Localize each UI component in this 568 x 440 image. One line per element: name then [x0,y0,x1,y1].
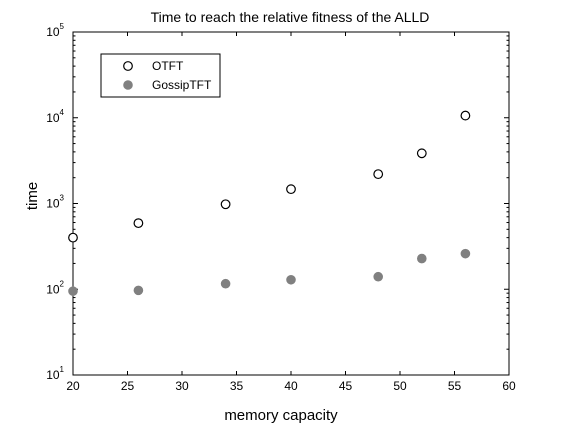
y-tick-label-base: 10 [46,111,60,125]
y-tick-label: 104 [46,108,64,125]
y-tick-label: 105 [46,22,64,39]
legend-label-gossiptft: GossipTFT [152,78,212,92]
data-point-gossiptft [417,253,427,264]
x-tick-label: 60 [502,379,516,393]
y-tick-label-base: 10 [46,282,60,296]
y-axis-title: time [24,182,41,210]
data-point-otft [286,184,296,195]
y-tick-label-exponent: 3 [60,194,65,203]
x-tick-label: 40 [284,379,298,393]
data-point-otft [416,148,427,159]
x-tick-label: 50 [393,379,407,393]
y-tick-label: 103 [46,194,64,211]
x-tick-label: 30 [175,379,189,393]
legend-marker-gossiptft [123,80,133,90]
x-axis-title: memory capacity [224,407,338,424]
legend-label-otft: OTFT [152,59,184,73]
series-gossiptft [68,248,471,296]
legend-box [100,53,221,98]
data-point-gossiptft [220,278,231,289]
chart-title: Time to reach the relative fitness of th… [151,9,430,25]
data-point-gossiptft [68,286,78,296]
y-tick-label-exponent: 4 [60,108,65,117]
y-tick-label: 101 [46,365,64,382]
y-tick-label: 102 [46,279,64,296]
legend-marker-otft [123,61,133,71]
x-tick-label: 45 [339,379,353,393]
y-tick-label-exponent: 1 [60,365,65,374]
legend: OTFT GossipTFT [100,53,221,98]
y-tick-label-base: 10 [46,25,60,39]
data-point-otft [460,110,471,121]
x-tick-label: 20 [66,379,80,393]
series-otft [68,110,471,243]
y-tick-label-base: 10 [46,197,60,211]
axis-ticks [72,31,510,376]
y-tick-label-exponent: 2 [60,279,65,288]
data-point-gossiptft [460,248,471,259]
data-point-otft [373,169,384,180]
x-tick-label: 25 [121,379,135,393]
data-point-gossiptft [373,271,384,282]
data-point-gossiptft [286,274,296,285]
y-tick-label-base: 10 [46,368,60,382]
x-tick-label: 35 [230,379,244,393]
y-tick-label-exponent: 5 [60,22,65,31]
data-points [68,110,471,296]
data-point-otft [68,232,78,243]
data-point-gossiptft [133,285,144,296]
x-tick-label: 55 [448,379,462,393]
data-point-otft [220,199,231,210]
data-point-otft [133,218,144,229]
